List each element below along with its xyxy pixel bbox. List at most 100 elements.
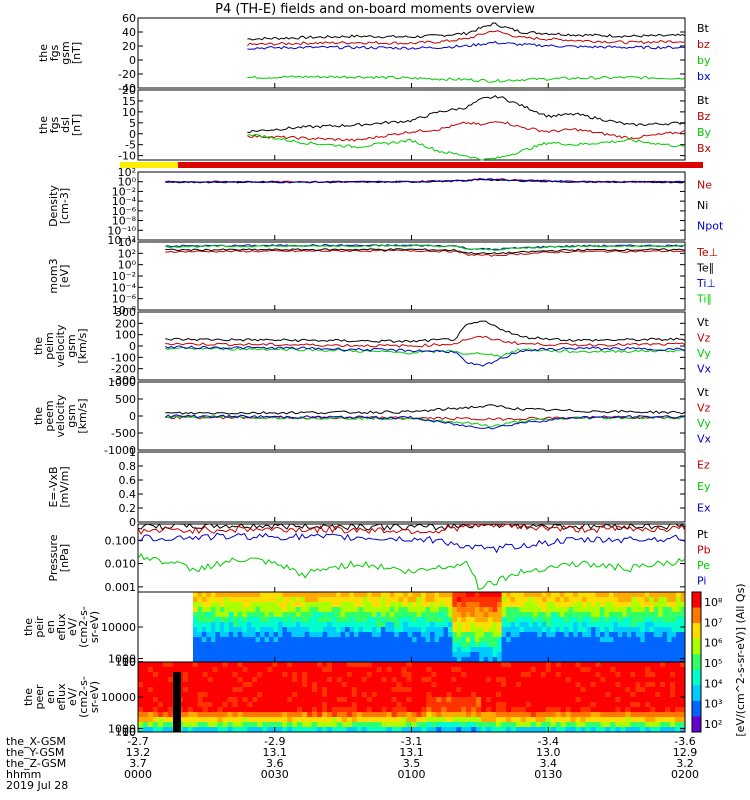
heatmap-cell: [143, 667, 149, 673]
heatmap-cell: [525, 682, 532, 688]
heatmap-cell: [152, 707, 159, 713]
heatmap-cell: [532, 592, 538, 598]
heatmap-cell: [247, 727, 253, 733]
heatmap-cell: [206, 602, 212, 608]
heatmap-cell: [431, 702, 437, 708]
heatmap-cell: [201, 637, 207, 643]
heatmap-cell: [481, 672, 487, 678]
heatmap-cell: [545, 717, 552, 723]
heatmap-cell: [456, 692, 462, 698]
heatmap-cell: [658, 612, 664, 618]
heatmap-cell: [291, 622, 297, 628]
heatmap-cell: [479, 612, 485, 618]
heatmap-cell: [269, 617, 274, 623]
heatmap-cell: [331, 697, 338, 703]
heatmap-cell: [143, 717, 149, 723]
heatmap-cell: [662, 657, 668, 663]
heatmap-cell: [600, 662, 606, 668]
heatmap-cell: [297, 727, 303, 733]
heatmap-cell: [670, 722, 676, 728]
heatmap-cell: [262, 672, 268, 678]
heatmap-cell: [456, 712, 462, 718]
heatmap-cell: [157, 672, 164, 678]
ephemeris-value: -2.7: [127, 735, 148, 748]
heatmap-cell: [667, 622, 673, 628]
heatmap-cell: [497, 617, 503, 623]
heatmap-cell: [269, 657, 274, 663]
heatmap-cell: [626, 642, 632, 648]
heatmap-cell: [515, 592, 520, 598]
heatmap-cell: [528, 657, 534, 663]
heatmap-cell: [540, 687, 547, 693]
heatmap-cell: [340, 627, 346, 633]
heatmap-cell: [631, 647, 637, 653]
heatmap-cell: [510, 602, 516, 608]
heatmap-cell: [585, 687, 591, 693]
heatmap-cell: [331, 682, 338, 688]
heatmap-cell: [555, 692, 562, 698]
y-tick-label: 500: [115, 393, 136, 406]
heatmap-cell: [282, 682, 288, 688]
heatmap-cell: [665, 707, 671, 713]
heatmap-cell: [600, 667, 606, 673]
heatmap-cell: [595, 602, 601, 608]
heatmap-cell: [645, 687, 651, 693]
colorbar-segment: [692, 592, 701, 609]
heatmap-cell: [363, 647, 368, 653]
heatmap-cell: [441, 697, 447, 703]
heatmap-cell: [665, 687, 671, 693]
heatmap-cell: [376, 727, 383, 733]
heatmap-cell: [486, 722, 492, 728]
heatmap-cell: [398, 617, 404, 623]
heatmap-cell: [565, 692, 572, 698]
heatmap-cell: [446, 722, 452, 728]
heatmap-cell: [655, 687, 661, 693]
heatmap-cell: [193, 597, 198, 603]
y-tick-label: 0.010: [105, 558, 137, 571]
heatmap-cell: [421, 637, 427, 643]
heatmap-cell: [550, 727, 557, 733]
heatmap-cell: [568, 647, 574, 653]
heatmap-cell: [604, 632, 610, 638]
heatmap-cell: [570, 697, 577, 703]
heatmap-cell: [635, 622, 641, 628]
heatmap-cell: [461, 727, 467, 733]
heatmap-cell: [515, 722, 522, 728]
heatmap-cell: [555, 652, 561, 658]
heatmap-cell: [555, 717, 562, 723]
heatmap-cell: [425, 642, 431, 648]
heatmap-cell: [272, 697, 278, 703]
heatmap-cell: [394, 617, 400, 623]
heatmap-cell: [252, 727, 258, 733]
heatmap-cell: [580, 672, 587, 678]
heatmap-cell: [304, 652, 310, 658]
heatmap-cell: [292, 662, 298, 668]
heatmap-cell: [227, 727, 233, 733]
heatmap-cell: [456, 697, 462, 703]
heatmap-cell: [212, 692, 219, 698]
heatmap-cell: [446, 677, 452, 683]
heatmap-cell: [456, 707, 462, 713]
heatmap-cell: [282, 622, 288, 628]
heatmap-cell: [541, 592, 547, 598]
heatmap-cell: [585, 682, 591, 688]
heatmap-cell: [430, 617, 436, 623]
heatmap-cell: [251, 617, 257, 623]
heatmap-cell: [486, 707, 492, 713]
heatmap-cell: [269, 592, 274, 598]
heatmap-cell: [528, 592, 534, 598]
heatmap-cell: [264, 612, 270, 618]
y-tick-label: 10⁻¹²: [107, 234, 136, 247]
heatmap-cell: [349, 642, 355, 648]
heatmap-cell: [237, 642, 243, 648]
heatmap-cell: [665, 677, 671, 683]
colorbar-segment: [692, 669, 701, 686]
heatmap-cell: [267, 672, 273, 678]
heatmap-cell: [675, 712, 681, 718]
heatmap-cell: [441, 692, 447, 698]
heatmap-cell: [650, 667, 656, 673]
heatmap-cell: [649, 592, 655, 598]
legend-Bt: Bt: [697, 22, 710, 35]
heatmap-cell: [570, 722, 577, 728]
heatmap-cell: [474, 602, 480, 608]
